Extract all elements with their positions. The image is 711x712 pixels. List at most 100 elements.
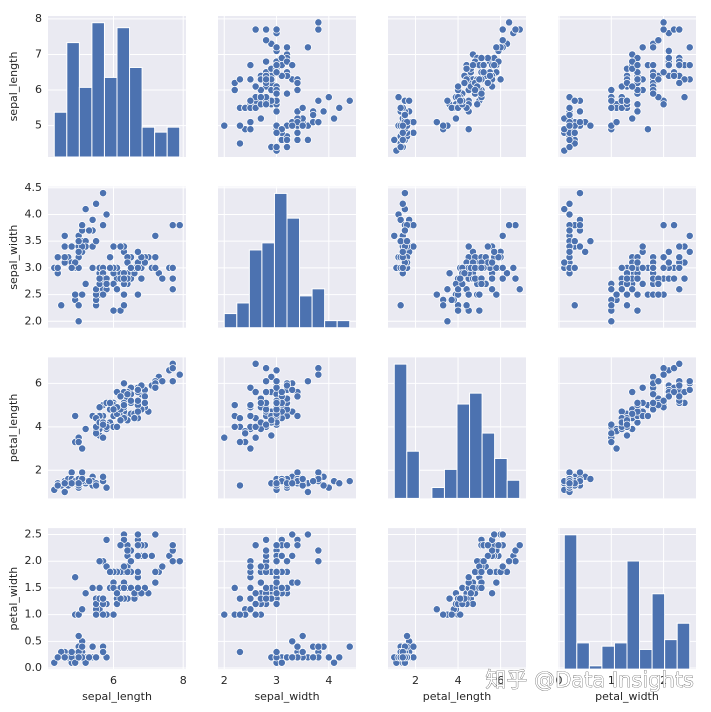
histogram-bar — [78, 86, 93, 158]
scatter-point — [53, 253, 62, 262]
scatter-point — [81, 205, 90, 214]
scatter-point — [246, 118, 255, 127]
scatter-point — [456, 96, 465, 105]
scatter-point — [628, 263, 637, 272]
scatter-point — [314, 18, 323, 27]
scatter-point — [675, 25, 684, 34]
scatter-point — [74, 247, 83, 256]
scatter-point — [262, 388, 271, 397]
scatter-point — [272, 89, 281, 98]
scatter-point — [685, 385, 694, 394]
scatter-point — [468, 61, 477, 70]
scatter-point — [576, 242, 584, 251]
scatter-point — [643, 412, 652, 420]
scatter-point — [168, 377, 177, 386]
scatter-point — [116, 392, 125, 401]
scatter-point — [109, 610, 118, 619]
scatter-point — [498, 274, 507, 283]
scatter-point — [246, 562, 255, 571]
scatter-point — [628, 114, 637, 123]
scatter-point — [607, 86, 616, 95]
scatter-point — [477, 263, 486, 272]
scatter-point — [251, 82, 260, 91]
scatter-point — [113, 285, 121, 294]
scatter-point — [398, 121, 407, 130]
scatter-point — [314, 370, 323, 379]
x-tick-label: 6 — [110, 674, 117, 687]
scatter-point — [633, 75, 642, 84]
scatter-point — [303, 530, 312, 539]
scatter-point — [403, 237, 411, 246]
scatter-point — [490, 247, 499, 256]
histogram-bar — [299, 295, 313, 329]
scatter-point — [140, 551, 149, 560]
scatter-point — [92, 610, 101, 619]
scatter-point — [319, 107, 328, 116]
scatter-point — [303, 43, 312, 52]
scatter-point — [246, 594, 255, 603]
scatter-point — [675, 285, 684, 294]
scatter-point — [586, 237, 595, 246]
scatter-point — [345, 477, 354, 486]
histogram-bar — [273, 192, 288, 329]
histogram-bar — [129, 66, 143, 158]
scatter-point — [246, 75, 255, 84]
scatter-point — [236, 594, 244, 603]
scatter-point — [654, 36, 663, 45]
histogram-bar — [506, 479, 521, 499]
scatter-point — [623, 431, 631, 440]
scatter-point — [649, 61, 658, 70]
scatter-point — [78, 444, 87, 453]
histogram-bar — [443, 468, 458, 499]
scatter-point — [659, 364, 668, 373]
scatter-point — [565, 210, 574, 219]
scatter-point — [120, 401, 128, 410]
scatter-point — [137, 274, 146, 283]
scatter-point — [120, 583, 128, 592]
histogram-bar — [141, 126, 156, 158]
scatter-point — [123, 546, 132, 555]
scatter-point — [396, 143, 405, 151]
scatter-point — [659, 25, 668, 34]
scatter-point — [168, 285, 177, 294]
scatter-point — [560, 258, 569, 267]
scatter-point — [53, 481, 62, 490]
histogram-bar — [613, 642, 628, 670]
scatter-point — [151, 530, 160, 539]
scatter-point — [106, 567, 114, 576]
scatter-point — [106, 398, 114, 407]
scatter-point — [628, 388, 637, 397]
scatter-point — [607, 420, 616, 429]
scatter-point — [570, 96, 579, 105]
scatter-point — [133, 583, 142, 592]
scatter-point — [251, 610, 260, 619]
scatter-point — [262, 25, 271, 34]
scatter-point — [277, 658, 286, 667]
scatter-point — [505, 18, 514, 27]
scatter-point — [607, 317, 616, 326]
scatter-point — [565, 226, 574, 235]
scatter-point — [293, 86, 302, 95]
scatter-point — [335, 479, 344, 488]
scatter-point — [633, 398, 642, 407]
scatter-point — [92, 481, 101, 490]
scatter-point — [475, 290, 484, 299]
scatter-point — [236, 481, 244, 490]
scatter-point — [246, 125, 255, 134]
scatter-point — [175, 370, 184, 379]
scatter-point — [345, 642, 354, 651]
scatter-point — [126, 396, 135, 405]
scatter-point — [293, 642, 302, 651]
y-tick-label: 0.5 — [25, 634, 43, 647]
histogram-bar — [66, 42, 80, 158]
scatter-point — [133, 385, 142, 394]
scatter-point — [102, 483, 111, 492]
scatter-point — [511, 25, 520, 34]
scatter-point — [99, 594, 108, 603]
y-tick-label: 2 — [35, 463, 42, 476]
scatter-point — [74, 479, 83, 488]
scatter-point — [272, 107, 281, 116]
scatter-point — [649, 263, 658, 272]
scatter-point — [623, 301, 631, 310]
